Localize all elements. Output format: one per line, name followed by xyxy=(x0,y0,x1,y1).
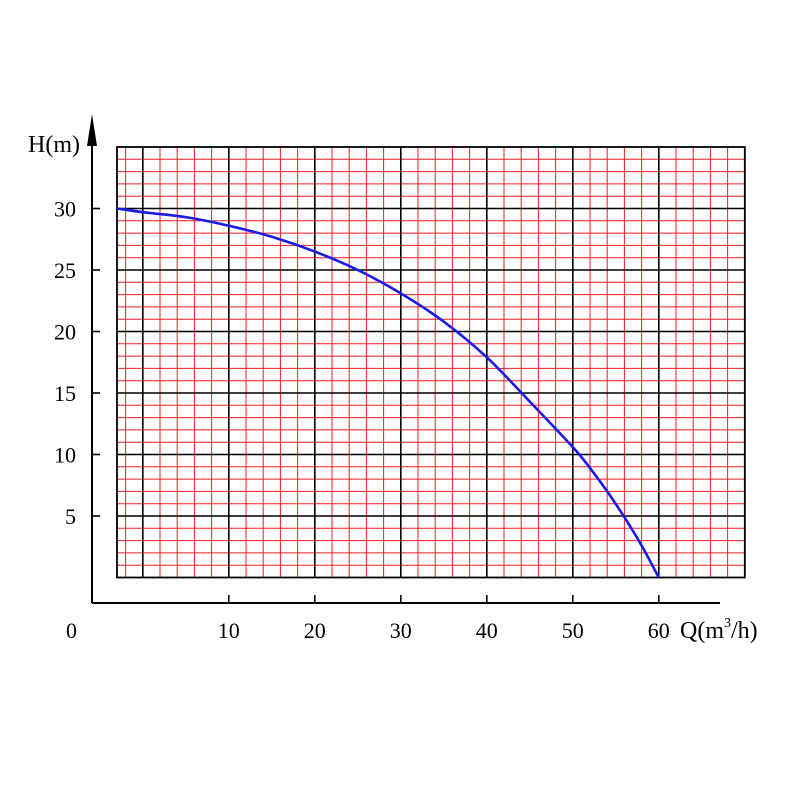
x-tick-label: 10 xyxy=(218,618,240,643)
x-tick-label: 60 xyxy=(648,618,670,643)
y-tick-label: 20 xyxy=(54,320,76,345)
y-axis-title: H(m) xyxy=(28,132,80,158)
major-grid xyxy=(116,146,746,579)
y-tick-label: 25 xyxy=(54,258,76,283)
y-axis-arrow xyxy=(87,114,97,146)
minor-grid xyxy=(117,147,745,578)
y-tick-label: 15 xyxy=(54,381,76,406)
x-tick-label: 50 xyxy=(562,618,584,643)
y-tick-label: 10 xyxy=(54,443,76,468)
axes xyxy=(87,114,720,604)
x-tick-label: 30 xyxy=(390,618,412,643)
x-tick-label: 20 xyxy=(304,618,326,643)
x-axis-title-suffix: /h) xyxy=(731,618,758,644)
origin-label: 0 xyxy=(66,618,77,643)
x-axis-title: Q(m3/h) xyxy=(680,616,758,644)
tick-marks xyxy=(92,207,660,603)
y-tick-label: 5 xyxy=(65,504,76,529)
plot-frame xyxy=(116,146,746,579)
x-tick-label: 40 xyxy=(476,618,498,643)
x-axis-title-prefix: Q(m xyxy=(680,618,724,644)
y-tick-label: 30 xyxy=(54,197,76,222)
curve-layer xyxy=(116,207,660,579)
series-line xyxy=(116,207,660,579)
x-axis-title-superscript: 3 xyxy=(724,616,731,631)
tick-labels: 10 20 30 40 50 60 5 10 15 20 25 30 xyxy=(54,197,670,644)
